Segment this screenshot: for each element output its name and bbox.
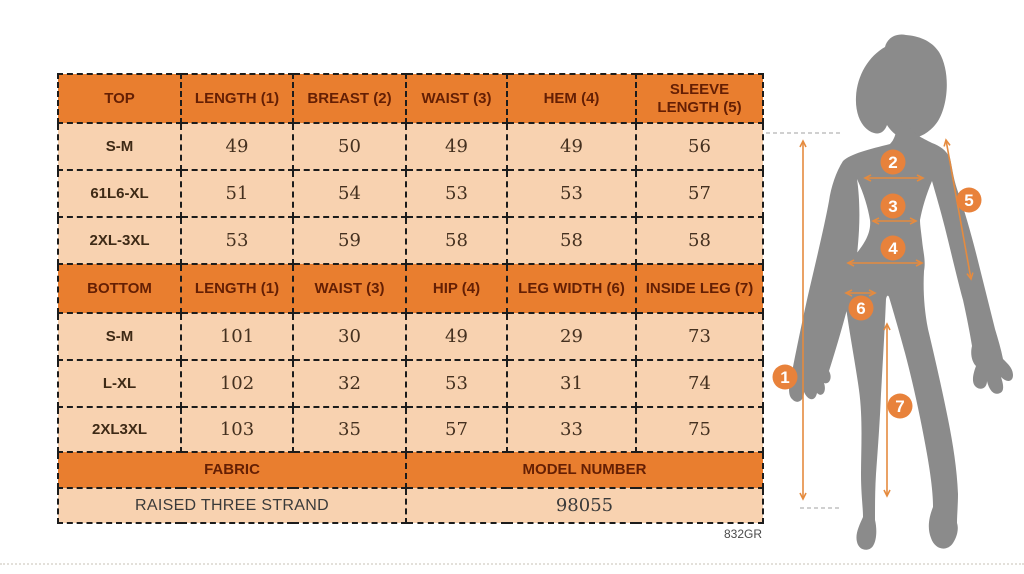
marker-7-icon: 7 [887, 393, 913, 419]
value-cell: 32 [292, 359, 407, 408]
value-cell: 57 [405, 406, 508, 453]
measurement-arrows [799, 138, 974, 501]
figure-svg: 1 2 3 4 5 [766, 34, 1013, 550]
value-cell: 102 [180, 359, 294, 408]
size-cell: 2XL3XL [57, 406, 182, 453]
col-header-breast: BREAST (2) [292, 73, 407, 124]
measurement-markers: 1 2 3 4 5 [772, 149, 982, 419]
table-row: L-XL 102 32 53 31 74 [57, 359, 764, 408]
table-row: 2XL3XL 103 35 57 33 75 [57, 406, 764, 453]
col-header-length: LENGTH (1) [180, 263, 294, 314]
value-cell: 53 [180, 216, 294, 265]
table-row: 2XL-3XL 53 59 58 58 58 [57, 216, 764, 265]
fabric-header: FABRIC [57, 451, 407, 489]
size-cell: 2XL-3XL [57, 216, 182, 265]
col-header-hem: HEM (4) [506, 73, 637, 124]
value-cell: 49 [506, 122, 637, 171]
size-cell: S-M [57, 312, 182, 361]
marker-6-icon: 6 [848, 295, 874, 321]
value-cell: 56 [635, 122, 764, 171]
value-cell: 58 [635, 216, 764, 265]
value-cell: 59 [292, 216, 407, 265]
value-cell: 29 [506, 312, 637, 361]
svg-text:2: 2 [888, 153, 897, 172]
svg-text:1: 1 [780, 368, 789, 387]
value-cell: 49 [405, 122, 508, 171]
marker-3-icon: 3 [880, 193, 906, 219]
model-number-value: 98055 [405, 487, 764, 524]
value-cell: 75 [635, 406, 764, 453]
marker-2-icon: 2 [880, 149, 906, 175]
value-cell: 51 [180, 169, 294, 218]
reference-dashes [766, 132, 840, 509]
value-cell: 31 [506, 359, 637, 408]
measurement-figure: 1 2 3 4 5 [760, 0, 1024, 574]
arrow-5-sleeve [943, 138, 974, 281]
model-number-header: MODEL NUMBER [405, 451, 764, 489]
value-cell: 101 [180, 312, 294, 361]
value-cell: 50 [292, 122, 407, 171]
value-cell: 58 [506, 216, 637, 265]
col-header-waist: WAIST (3) [292, 263, 407, 314]
value-cell: 58 [405, 216, 508, 265]
col-header-waist: WAIST (3) [405, 73, 508, 124]
col-header-leg-width: LEG WIDTH (6) [506, 263, 637, 314]
table-row-bottom-header: BOTTOM LENGTH (1) WAIST (3) HIP (4) LEG … [57, 263, 764, 314]
fabric-value: RAISED THREE STRAND [57, 487, 407, 524]
value-cell: 35 [292, 406, 407, 453]
col-header-bottom: BOTTOM [57, 263, 182, 314]
value-cell: 53 [405, 359, 508, 408]
col-header-length: LENGTH (1) [180, 73, 294, 124]
value-cell: 49 [405, 312, 508, 361]
bottom-dotted-divider [0, 563, 1024, 565]
col-header-sleeve-length: SLEEVE LENGTH (5) [635, 73, 764, 124]
svg-text:6: 6 [856, 299, 865, 318]
table-row-footer-values: RAISED THREE STRAND 98055 [57, 487, 764, 524]
col-header-inside-leg: INSIDE LEG (7) [635, 263, 764, 314]
table-row: S-M 49 50 49 49 56 [57, 122, 764, 171]
value-cell: 54 [292, 169, 407, 218]
value-cell: 74 [635, 359, 764, 408]
svg-text:4: 4 [888, 239, 898, 258]
size-cell: S-M [57, 122, 182, 171]
value-cell: 103 [180, 406, 294, 453]
value-cell: 53 [506, 169, 637, 218]
value-cell: 33 [506, 406, 637, 453]
woman-silhouette-icon [789, 34, 1013, 550]
size-chart-table: TOP LENGTH (1) BREAST (2) WAIST (3) HEM … [57, 73, 764, 524]
style-code-note: 832GR [723, 527, 762, 541]
marker-5-icon: 5 [956, 187, 982, 213]
value-cell: 57 [635, 169, 764, 218]
value-cell: 73 [635, 312, 764, 361]
size-cell: L-XL [57, 359, 182, 408]
table-row-top-header: TOP LENGTH (1) BREAST (2) WAIST (3) HEM … [57, 73, 764, 124]
col-header-hip: HIP (4) [405, 263, 508, 314]
table-row-footer-header: FABRIC MODEL NUMBER [57, 451, 764, 489]
col-header-top: TOP [57, 73, 182, 124]
value-cell: 30 [292, 312, 407, 361]
value-cell: 53 [405, 169, 508, 218]
size-cell: 61L6-XL [57, 169, 182, 218]
marker-4-icon: 4 [880, 235, 906, 261]
svg-text:3: 3 [888, 197, 897, 216]
value-cell: 49 [180, 122, 294, 171]
marker-1-icon: 1 [772, 364, 798, 390]
svg-text:7: 7 [895, 397, 904, 416]
table-row: S-M 101 30 49 29 73 [57, 312, 764, 361]
svg-text:5: 5 [964, 191, 973, 210]
table-row: 61L6-XL 51 54 53 53 57 [57, 169, 764, 218]
